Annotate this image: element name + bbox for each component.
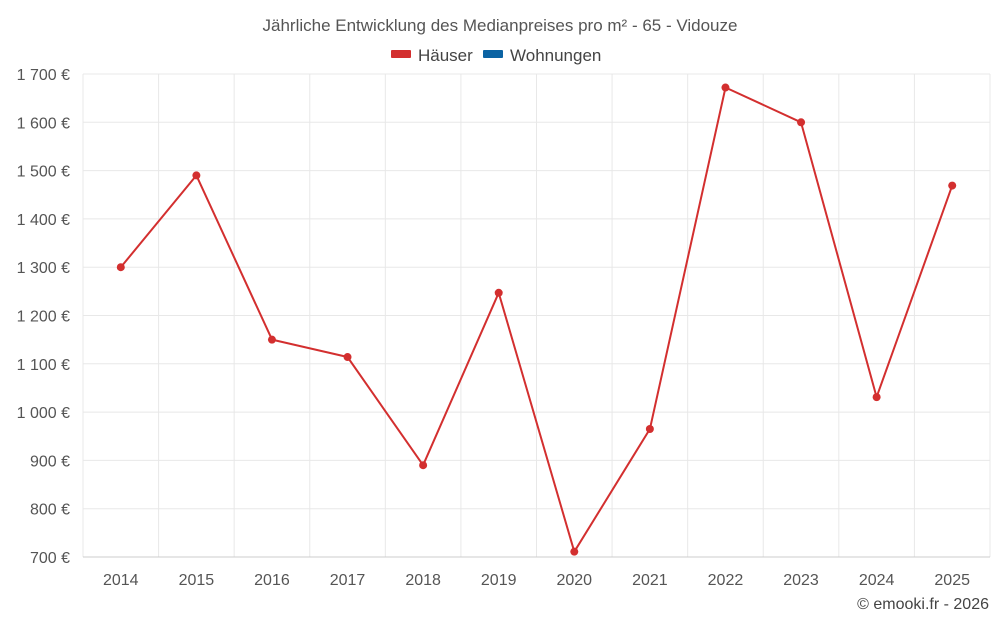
credit-text: © emooki.fr - 2026 [857, 596, 989, 613]
data-point-2019[interactable] [494, 288, 503, 297]
y-tick-label: 900 € [30, 453, 70, 470]
data-point-2025[interactable] [948, 181, 957, 190]
data-point-2024[interactable] [872, 393, 881, 402]
x-tick-label: 2016 [254, 572, 290, 589]
data-point-2015[interactable] [192, 171, 201, 180]
x-tick-label: 2015 [179, 572, 215, 589]
data-point-2022[interactable] [721, 83, 730, 92]
x-tick-label: 2017 [330, 572, 366, 589]
data-point-2020[interactable] [570, 547, 579, 556]
x-tick-label: 2023 [783, 572, 819, 589]
legend: Häuser Wohnungen [391, 46, 601, 65]
y-tick-label: 800 € [30, 502, 70, 519]
y-tick-label: 1 200 € [17, 309, 70, 326]
y-tick-label: 1 300 € [17, 260, 70, 277]
legend-swatch-wohnungen[interactable] [483, 50, 503, 58]
data-point-2021[interactable] [645, 425, 654, 434]
x-tick-label: 2020 [556, 572, 592, 589]
y-tick-label: 1 500 € [17, 164, 70, 181]
x-tick-label: 2022 [708, 572, 744, 589]
y-tick-label: 1 100 € [17, 357, 70, 374]
x-tick-label: 2025 [934, 572, 970, 589]
data-point-2018[interactable] [419, 461, 428, 470]
series-line-haeuser [120, 86, 954, 553]
x-tick-label: 2018 [405, 572, 441, 589]
legend-label-haeuser[interactable]: Häuser [418, 46, 473, 65]
data-point-2017[interactable] [343, 353, 352, 362]
y-tick-label: 1 000 € [17, 405, 70, 422]
series-haeuser [116, 83, 957, 556]
y-tick-label: 1 600 € [17, 115, 70, 132]
chart-title: Jährliche Entwicklung des Medianpreises … [263, 16, 738, 35]
x-tick-label: 2021 [632, 572, 668, 589]
legend-label-wohnungen[interactable]: Wohnungen [510, 46, 601, 65]
x-tick-label: 2024 [859, 572, 895, 589]
data-point-2023[interactable] [797, 118, 806, 127]
data-point-2014[interactable] [116, 263, 125, 272]
y-tick-label: 1 400 € [17, 212, 70, 229]
y-tick-label: 1 700 € [17, 67, 70, 84]
x-tick-label: 2019 [481, 572, 517, 589]
x-gridlines [82, 74, 991, 557]
legend-swatch-haeuser[interactable] [391, 50, 411, 58]
y-axis-tick-labels: 700 € 800 € 900 € 1 000 € 1 100 € 1 200 € 1 30… [17, 67, 70, 567]
x-tick-label: 2014 [103, 572, 139, 589]
data-point-2016[interactable] [267, 335, 276, 344]
x-axis-tick-labels: 2014 2015 2016 2017 2018 2019 2020 2021 2022 2023… [103, 572, 970, 589]
y-tick-label: 700 € [30, 550, 70, 567]
